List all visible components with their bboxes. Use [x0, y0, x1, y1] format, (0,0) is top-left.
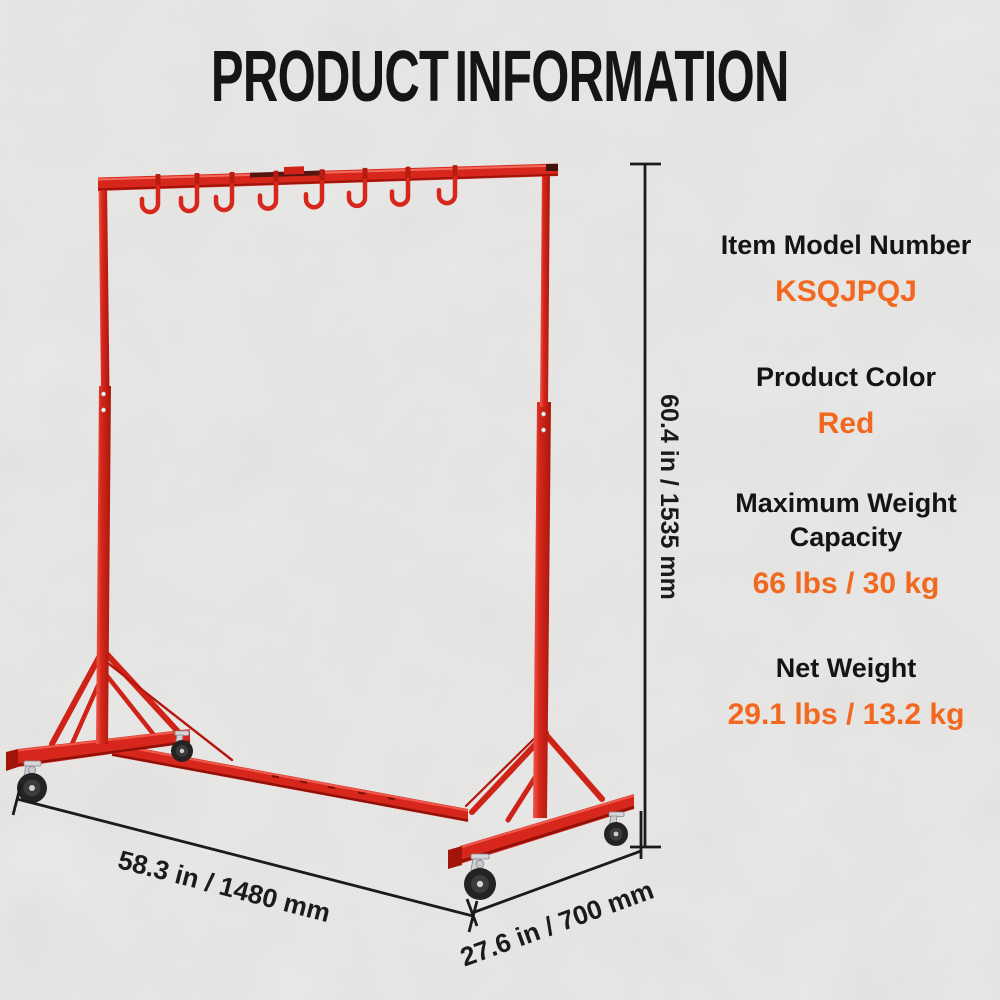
adjustment-pin-hole	[541, 411, 546, 417]
page-title: PRODUCT INFORMATION	[0, 36, 1000, 118]
top-bar-end-cap	[546, 164, 558, 171]
base-rail	[111, 743, 469, 822]
adjustment-pin-hole	[101, 391, 106, 397]
right-upright	[533, 167, 551, 818]
spec-value: 66 lbs / 30 kg	[752, 567, 940, 600]
spec-value: 29.1 lbs / 13.2 kg	[727, 698, 965, 731]
length-dimension-label: 58.3 in / 1480 mm	[115, 844, 334, 928]
hanging-hook	[213, 182, 235, 213]
top-bar	[97, 163, 559, 191]
spec-label: Product Color	[756, 362, 936, 392]
spec-net-weight: Net Weight 29.1 lbs / 13.2 kg	[690, 651, 1000, 733]
adjustment-pin-hole	[541, 427, 546, 433]
left-foot-end-cap	[6, 749, 18, 771]
adjustment-pin-hole	[101, 407, 106, 413]
rack-frame	[6, 163, 635, 900]
spec-value: KSQJPQJ	[775, 275, 917, 308]
spec-item-model-number: Item Model Number KSQJPQJ	[690, 228, 1000, 310]
height-dimension-label: 60.4 in / 1535 mm	[655, 394, 683, 600]
hanging-hook	[303, 179, 325, 210]
spec-label: Item Model Number	[720, 230, 972, 260]
caster-wheel-left-front	[17, 760, 47, 803]
hanging-hook	[389, 177, 411, 207]
spec-value: Red	[817, 407, 875, 440]
hanging-hook	[346, 178, 368, 209]
page-title-text: PRODUCT INFORMATION	[211, 37, 789, 117]
hanging-hook	[436, 175, 458, 206]
spec-product-color: Product Color Red	[690, 360, 1000, 442]
spec-label: Maximum Weight Capacity	[735, 488, 957, 552]
hanging-hook	[139, 184, 161, 215]
left-leg-assembly	[6, 647, 234, 771]
hanging-hook	[178, 183, 200, 214]
top-bar-clamp	[284, 166, 304, 175]
spec-label: Net Weight	[775, 653, 917, 683]
spec-max-weight-capacity: Maximum Weight Capacity 66 lbs / 30 kg	[690, 486, 1000, 602]
hanging-hook	[257, 181, 279, 211]
right-foot-end-cap	[448, 846, 462, 869]
